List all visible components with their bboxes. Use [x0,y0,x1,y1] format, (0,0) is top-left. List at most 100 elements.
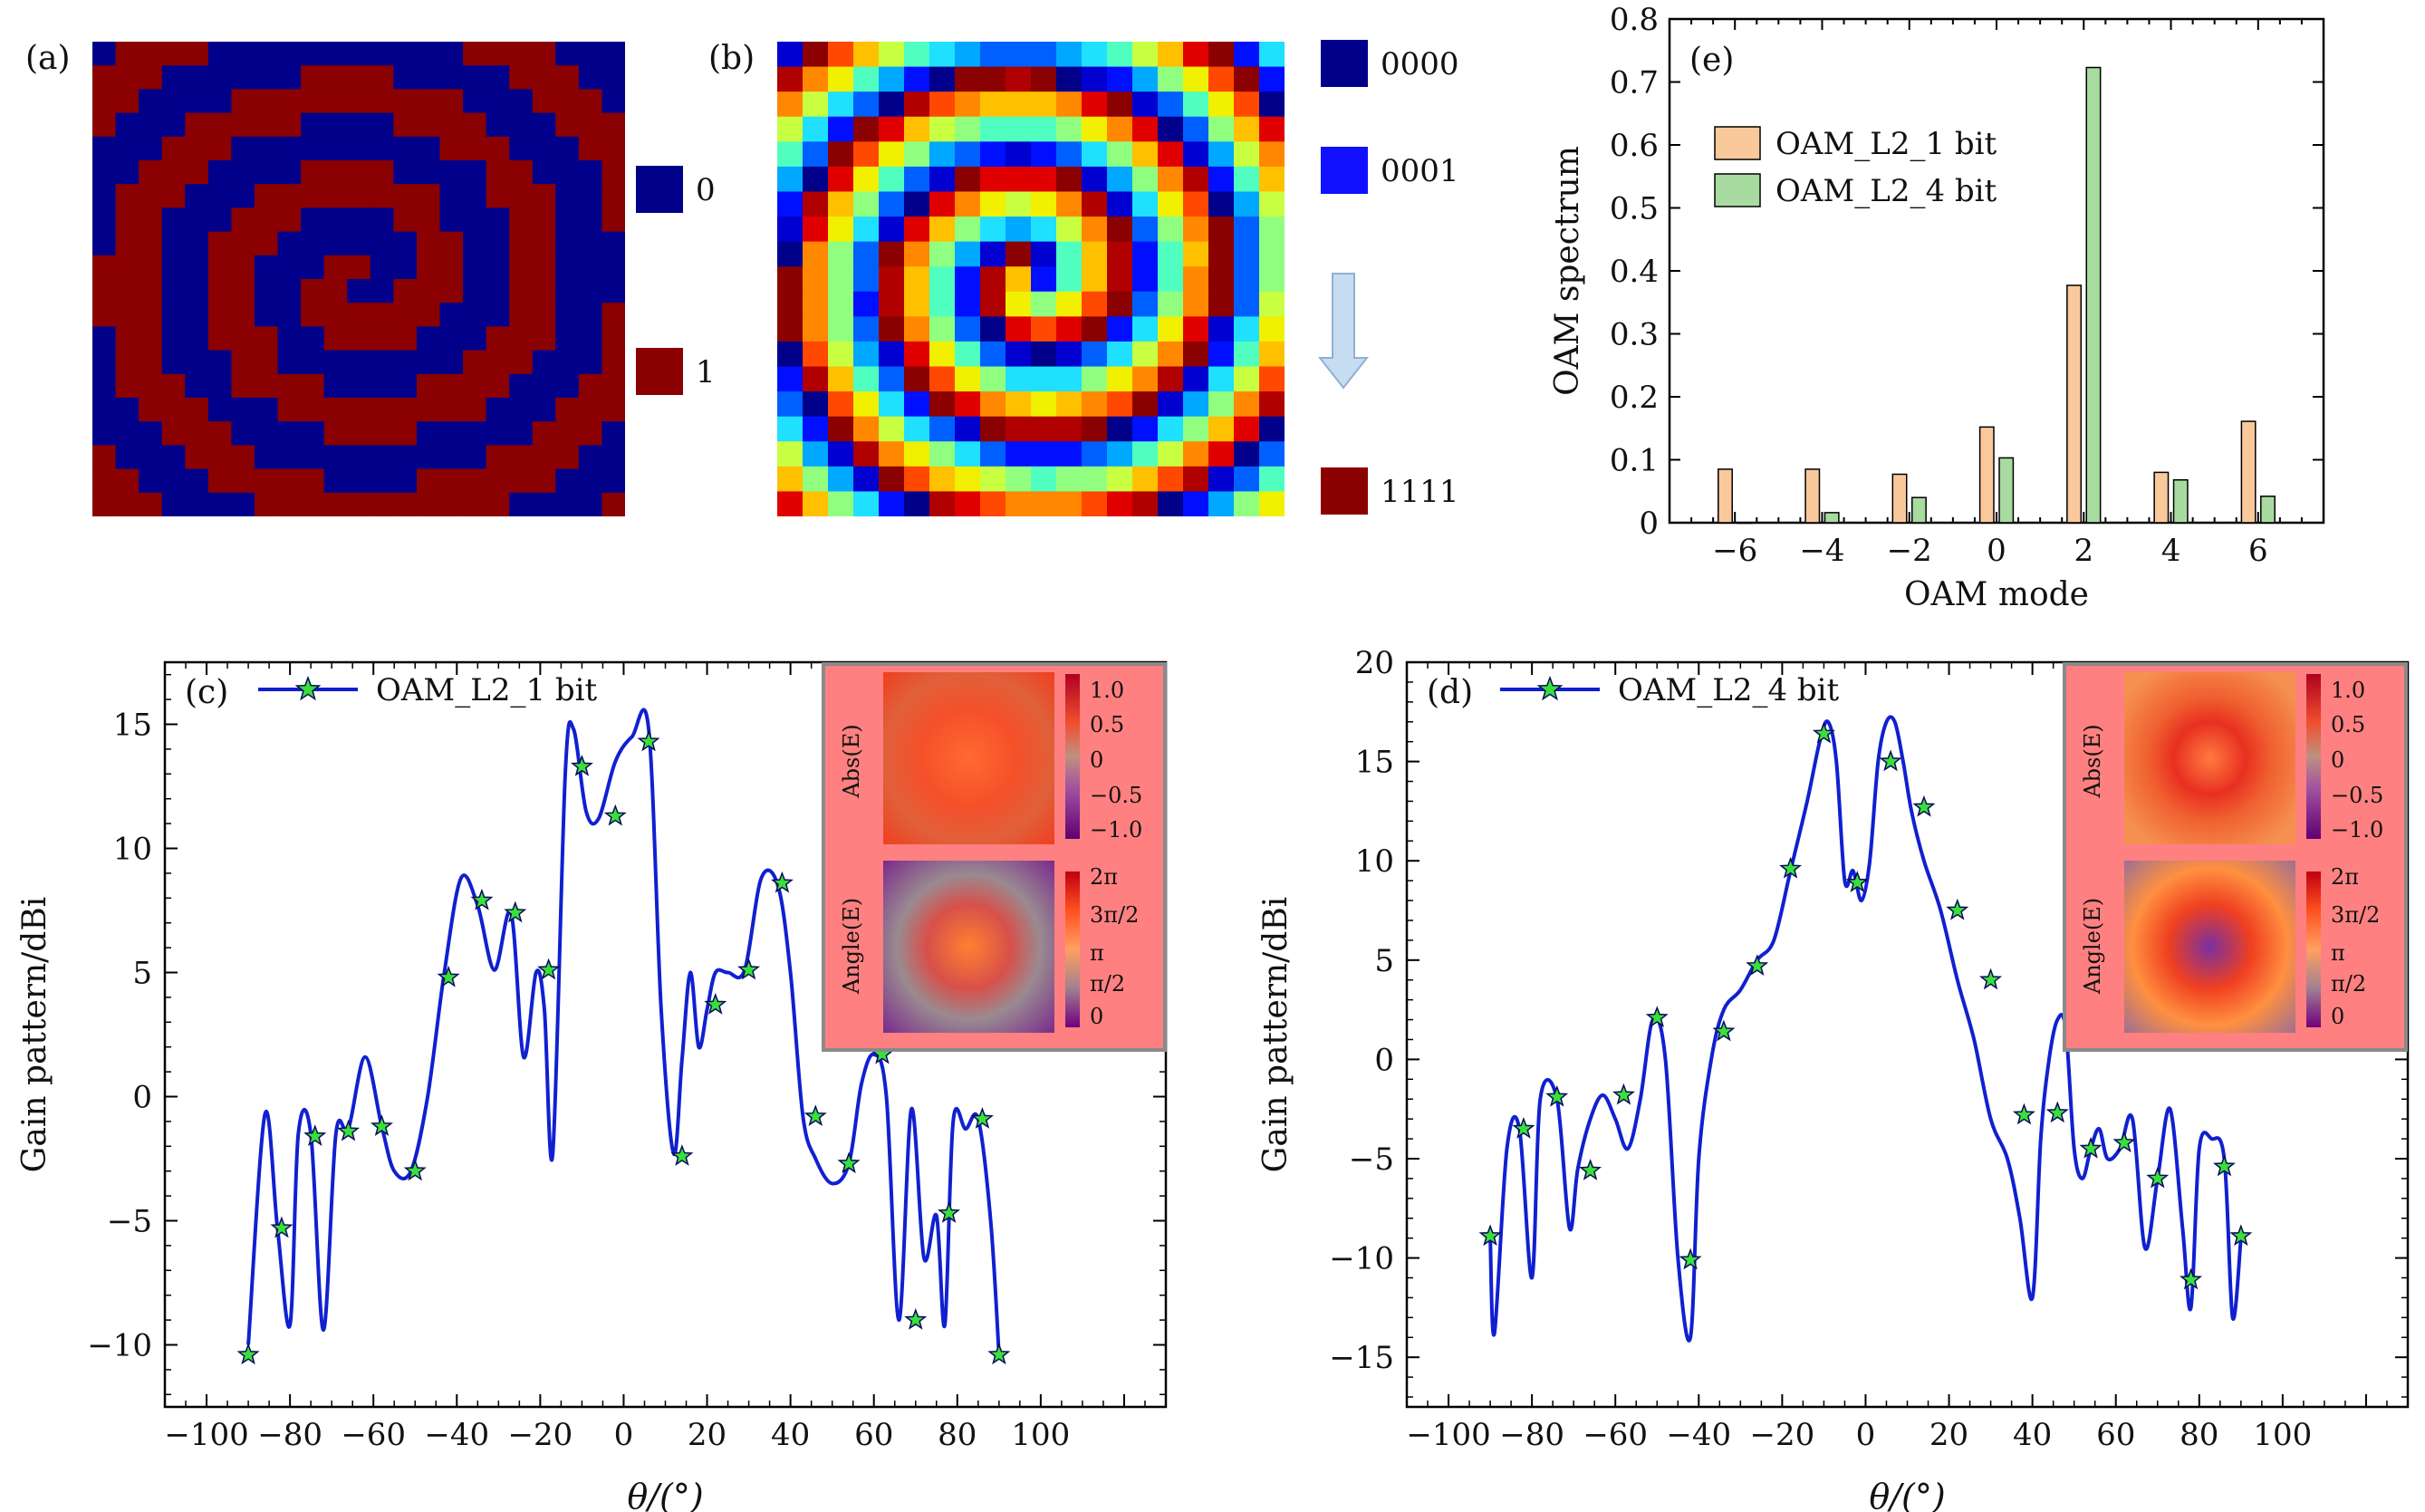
phase-pixel [207,421,232,446]
phase-pixel [393,184,418,208]
phase-pixel [277,207,302,233]
phase-pixel [1183,366,1209,392]
phase-pixel [853,166,880,193]
phase-pixel [463,492,487,516]
marker-star [704,992,727,1015]
y-axis-label: Gain pattern/dBi [16,897,53,1173]
marker-star [2045,1101,2069,1123]
y-tick-label: 10 [1355,843,1394,880]
phase-pixel [347,207,371,233]
phase-pixel [92,350,117,375]
phase-pixel [1234,42,1260,68]
phase-pixel [301,65,325,90]
phase-pixel [1031,416,1057,442]
panel-label: (d) [1427,674,1473,711]
phase-pixel [955,366,981,392]
marker-star [1812,721,1835,744]
phase-pixel [254,373,279,399]
phase-pixel [370,326,394,352]
phase-pixel [416,42,441,66]
marker-star [737,958,761,980]
phase-pixel [185,445,209,470]
phase-pixel [1183,466,1209,493]
phase-pixel [803,366,829,392]
phase-pixel [879,366,905,392]
phase-pixel [439,112,464,138]
phase-pixel [347,160,371,185]
y-tick-label: 0.4 [1610,254,1659,290]
phase-pixel [853,66,880,92]
marker-star [1512,1116,1535,1139]
phase-pixel [929,291,956,317]
bar-1bit [2066,284,2083,524]
marker-star [1946,898,1969,920]
phase-pixel [955,291,981,317]
phase-pixel [370,207,394,233]
phase-pixel [980,116,1006,142]
phase-pixel [139,231,163,256]
phase-pixel [301,112,325,138]
x-tick-label: −100 [164,1417,248,1453]
phase-pixel [1107,66,1133,92]
phase-pixel [532,279,556,303]
phase-pixel [463,350,487,375]
phase-pixel [1158,66,1184,92]
phase-pixel [416,231,441,256]
phase-pixel [393,160,418,185]
phase-pixel [1006,166,1032,193]
phase-pixel [115,279,140,303]
phase-pixel [601,136,625,161]
phase-pixel [370,160,394,185]
phase-pixel [1006,141,1032,168]
x-axis-label: θ/(°) [1869,1477,1945,1512]
phase-pixel [1259,416,1285,442]
phase-pixel [509,326,534,352]
phase-pixel [955,266,981,293]
inset-c-angle-tick-0: 2π [1090,864,1118,890]
phase-pixel [393,373,418,399]
phase-pixel [1158,141,1184,168]
phase-pixel [777,266,804,293]
x-tick-label: −80 [257,1417,322,1453]
phase-pixel [1259,466,1285,493]
legend-b-label-0000: 0000 [1381,46,1459,82]
phase-pixel [161,303,186,327]
marker-star [2180,1267,2203,1290]
phase-pixel [578,231,603,256]
legend-swatch [1714,126,1761,160]
phase-pixel [601,231,625,256]
phase-pixel [1158,341,1184,368]
phase-pixel [92,445,117,470]
phase-pixel [347,468,371,494]
phase-pixel [139,255,163,280]
phase-pixel [277,468,302,494]
marker-star [837,1151,861,1174]
phase-pixel [1158,217,1184,243]
phase-pixel [254,207,279,233]
phase-pixel [439,492,464,516]
phase-pixel [879,291,905,317]
phase-pixel [139,373,163,399]
phase-pixel [393,279,418,303]
phase-pixel [207,468,232,494]
phase-pixel [1208,491,1235,516]
phase-pixel [1158,166,1184,193]
phase-pixel [803,42,829,68]
phase-pixel [347,65,371,90]
phase-pixel [161,445,186,470]
phase-pixel [1183,66,1209,92]
phase-pixel [139,89,163,114]
phase-pixel [439,445,464,470]
phase-pixel [207,112,232,138]
phase-pixel [1259,491,1285,516]
phase-pixel [853,441,880,467]
phase-pixel [980,316,1006,342]
phase-pixel [601,279,625,303]
phase-pixel [555,326,580,352]
phase-pixel [828,491,854,516]
binary-spiral-phase-map [92,42,625,516]
phase-pixel [161,89,186,114]
phase-pixel [904,366,930,392]
phase-pixel [416,112,441,138]
x-tick-label: 20 [1929,1417,1968,1453]
